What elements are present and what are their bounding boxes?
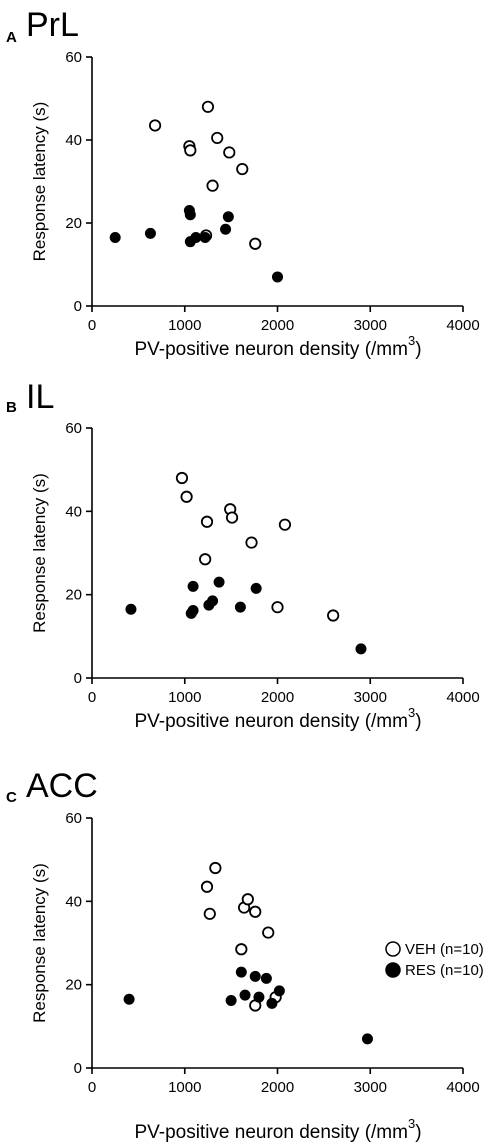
legend-res-label: RES (n=10) — [405, 962, 484, 979]
veh-point — [206, 179, 219, 192]
x-tick-label: 0 — [88, 317, 96, 334]
veh-point — [180, 490, 193, 503]
veh-point — [211, 131, 224, 145]
res-point — [109, 232, 121, 244]
x-tick-label: 1000 — [168, 1079, 201, 1096]
panel-b: B IL 0 20 40 60 0 1000 2000 3000 4000 Response late… — [6, 378, 480, 732]
veh-point — [184, 144, 197, 157]
veh-point — [200, 515, 214, 528]
veh-point — [249, 905, 262, 918]
x-axis-label: PV-positive neuron density (/mm3) — [134, 705, 421, 732]
x-tick-label: 3000 — [354, 689, 387, 706]
veh-point — [278, 518, 292, 531]
panel-title: IL — [26, 378, 54, 416]
legend-veh-marker — [385, 941, 401, 957]
panel-c: C ACC 0 20 40 60 0 1000 2000 3000 4000 Response lat… — [6, 767, 484, 1143]
res-point — [250, 582, 262, 594]
y-tick-label: 40 — [65, 503, 82, 520]
y-axis-label: Response latency (s) — [30, 102, 49, 262]
y-tick-label: 20 — [65, 977, 82, 994]
y-tick-label: 60 — [65, 420, 82, 437]
panel-letter: B — [6, 399, 17, 416]
x-axis-label: PV-positive neuron density (/mm3) — [134, 1116, 421, 1143]
veh-point — [245, 536, 258, 549]
res-point — [187, 605, 199, 616]
veh-point — [271, 601, 284, 614]
veh-point — [175, 471, 189, 485]
x-tick-label: 3000 — [354, 1079, 387, 1096]
veh-point — [241, 893, 254, 906]
x-tick-label: 2000 — [261, 317, 294, 334]
panel-letter: A — [6, 29, 17, 46]
y-tick-label: 20 — [65, 587, 82, 604]
legend-res-marker — [385, 962, 401, 978]
res-point — [239, 989, 251, 1001]
res-point — [260, 972, 272, 984]
res-point — [235, 966, 247, 978]
res-point — [234, 601, 246, 613]
veh-point — [209, 861, 222, 875]
x-tick-label: 2000 — [261, 1079, 294, 1096]
legend-veh-label: VEH (n=10) — [405, 941, 484, 958]
veh-point — [225, 511, 239, 524]
res-point — [199, 232, 211, 244]
y-tick-label: 0 — [74, 298, 82, 315]
res-point — [213, 576, 225, 588]
panel-a: A PrL 0 20 40 60 0 1000 2000 3000 4000 Response lat… — [6, 6, 480, 360]
y-tick-label: 20 — [65, 215, 82, 232]
veh-point — [262, 926, 275, 939]
res-point — [361, 1033, 373, 1045]
y-tick-label: 40 — [65, 132, 82, 149]
x-tick-label: 1000 — [168, 689, 201, 706]
x-axis-label: PV-positive neuron density (/mm3) — [134, 333, 421, 360]
y-tick-label: 40 — [65, 893, 82, 910]
res-point — [123, 993, 135, 1005]
y-axis-label: Response latency (s) — [30, 473, 49, 633]
veh-point — [235, 943, 248, 956]
res-point — [187, 580, 199, 592]
res-point — [207, 595, 219, 607]
veh-point — [223, 146, 236, 159]
x-tick-label: 3000 — [354, 317, 387, 334]
res-point — [273, 985, 285, 997]
y-axis-label: Response latency (s) — [30, 863, 49, 1023]
veh-point — [203, 907, 216, 920]
x-tick-label: 4000 — [446, 689, 479, 706]
x-tick-label: 4000 — [446, 1079, 479, 1096]
y-tick-label: 60 — [65, 49, 82, 66]
res-point — [272, 271, 283, 283]
veh-point — [249, 237, 262, 250]
veh-point — [201, 100, 215, 113]
res-point — [266, 997, 278, 1009]
res-point — [225, 995, 237, 1006]
res-point — [249, 970, 261, 982]
panel-letter: C — [6, 789, 17, 806]
y-tick-label: 60 — [65, 810, 82, 827]
res-point — [125, 603, 137, 615]
veh-point — [199, 553, 212, 566]
y-tick-label: 0 — [74, 1060, 82, 1077]
x-tick-label: 0 — [88, 1079, 96, 1096]
panel-title: PrL — [26, 6, 79, 44]
x-tick-label: 1000 — [168, 317, 201, 334]
res-point — [355, 643, 367, 655]
res-point — [144, 227, 156, 239]
res-point — [184, 209, 196, 221]
y-tick-label: 0 — [74, 670, 82, 687]
x-tick-label: 2000 — [261, 689, 294, 706]
x-tick-label: 0 — [88, 689, 96, 706]
res-point — [190, 232, 202, 244]
res-point — [253, 991, 265, 1003]
res-point — [222, 211, 234, 223]
veh-point — [327, 609, 340, 622]
panel-title: ACC — [26, 767, 98, 805]
veh-point — [200, 880, 214, 893]
x-tick-label: 4000 — [446, 317, 479, 334]
res-point — [220, 223, 232, 235]
veh-point — [148, 119, 162, 132]
veh-point — [236, 162, 249, 176]
